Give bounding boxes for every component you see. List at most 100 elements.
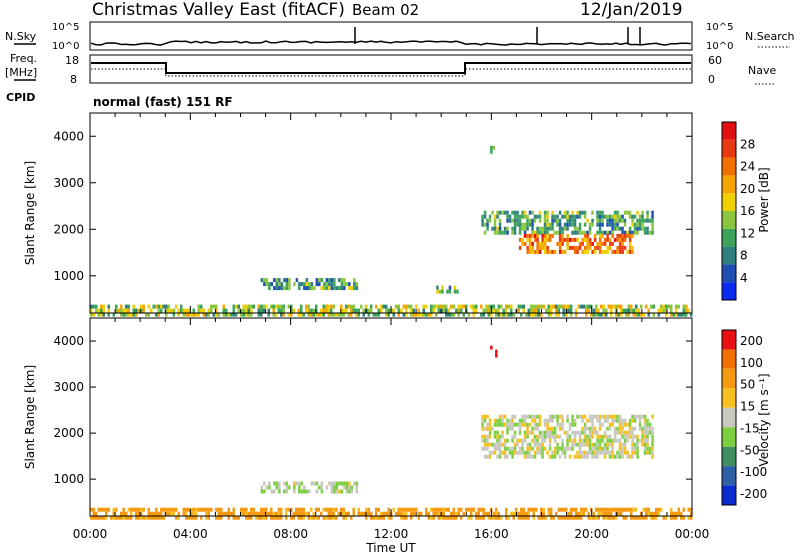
data-cell <box>570 304 573 309</box>
data-cell <box>503 454 507 459</box>
data-cell <box>430 515 433 520</box>
data-cell <box>532 312 535 317</box>
data-cell <box>280 507 283 512</box>
data-cell <box>327 511 330 516</box>
data-cell <box>470 511 473 516</box>
data-cell <box>651 450 654 455</box>
data-cell <box>97 515 100 520</box>
data-cell <box>425 507 428 512</box>
data-cell <box>523 414 527 419</box>
data-cell <box>260 485 264 490</box>
data-cell <box>232 308 235 313</box>
data-cell <box>588 237 592 242</box>
data-cell <box>631 230 634 235</box>
data-cell <box>97 308 100 313</box>
data-cell <box>290 304 293 309</box>
data-cell <box>621 249 624 254</box>
data-cell <box>365 507 368 512</box>
time-tick-label: 04:00 <box>173 527 208 541</box>
data-cell <box>556 442 559 447</box>
data-cell <box>651 222 654 227</box>
data-cell <box>240 507 243 512</box>
data-cell <box>400 308 403 313</box>
data-cell <box>611 438 614 443</box>
data-cell <box>563 214 567 219</box>
data-cell <box>455 308 458 313</box>
data-cell <box>308 489 311 494</box>
data-cell <box>593 249 597 254</box>
data-cell <box>606 438 609 443</box>
data-cell <box>135 308 138 313</box>
data-cell <box>205 507 208 512</box>
data-cell <box>375 312 378 317</box>
data-cell <box>506 446 509 451</box>
data-cell <box>185 515 188 520</box>
y-tick-label: 3000 <box>53 176 84 190</box>
data-cell <box>622 308 625 313</box>
data-cell <box>275 304 278 309</box>
data-cell <box>307 511 310 516</box>
data-cell <box>127 507 130 512</box>
data-cell <box>402 511 405 516</box>
data-cell <box>588 241 592 246</box>
data-cell <box>280 312 283 317</box>
data-cell <box>638 226 642 231</box>
data-cell <box>531 233 534 238</box>
data-cell <box>348 282 351 287</box>
data-cell <box>588 434 592 439</box>
data-cell <box>355 481 359 486</box>
data-cell <box>333 282 336 287</box>
data-cell <box>310 282 314 287</box>
data-cell <box>275 278 279 283</box>
data-cell <box>272 308 275 313</box>
data-cell <box>546 249 549 254</box>
data-cell <box>631 430 634 435</box>
data-cell <box>576 210 579 215</box>
data-cell <box>295 511 298 516</box>
data-cell <box>621 442 624 447</box>
data-cell <box>543 430 547 435</box>
data-cell <box>582 507 585 512</box>
data-cell <box>177 511 180 516</box>
data-cell <box>590 312 593 317</box>
data-cell <box>655 511 658 516</box>
data-cell <box>602 511 605 516</box>
data-cell <box>560 507 563 512</box>
data-cell <box>130 511 133 516</box>
data-cell <box>402 304 405 309</box>
data-cell <box>506 438 509 443</box>
data-cell <box>576 226 579 231</box>
data-cell <box>268 485 271 490</box>
data-cell <box>232 511 235 516</box>
data-cell <box>105 507 108 512</box>
data-cell <box>333 489 336 494</box>
data-cell <box>630 515 633 520</box>
data-cell <box>520 515 523 520</box>
data-cell <box>528 442 532 447</box>
data-cell <box>377 312 380 317</box>
data-cell <box>522 308 525 313</box>
data-cell <box>278 282 281 287</box>
data-cell <box>588 418 592 423</box>
data-cell <box>540 515 543 520</box>
data-cell <box>605 507 608 512</box>
data-cell <box>282 312 285 317</box>
data-cell <box>682 308 685 313</box>
data-cell <box>217 507 220 512</box>
data-cell <box>150 515 153 520</box>
data-cell <box>512 511 515 516</box>
data-cell <box>405 507 408 512</box>
data-cell <box>560 515 563 520</box>
data-cell <box>578 450 582 455</box>
data-cell <box>618 418 622 423</box>
data-cell <box>518 245 522 250</box>
data-cell <box>332 511 335 516</box>
data-cell <box>526 245 529 250</box>
data-cell <box>598 442 602 447</box>
data-cell <box>586 245 589 250</box>
data-cell <box>137 515 140 520</box>
data-cell <box>583 233 587 238</box>
data-cell <box>626 233 629 238</box>
time-axis-label: Time UT <box>365 541 416 554</box>
data-cell <box>300 282 304 287</box>
